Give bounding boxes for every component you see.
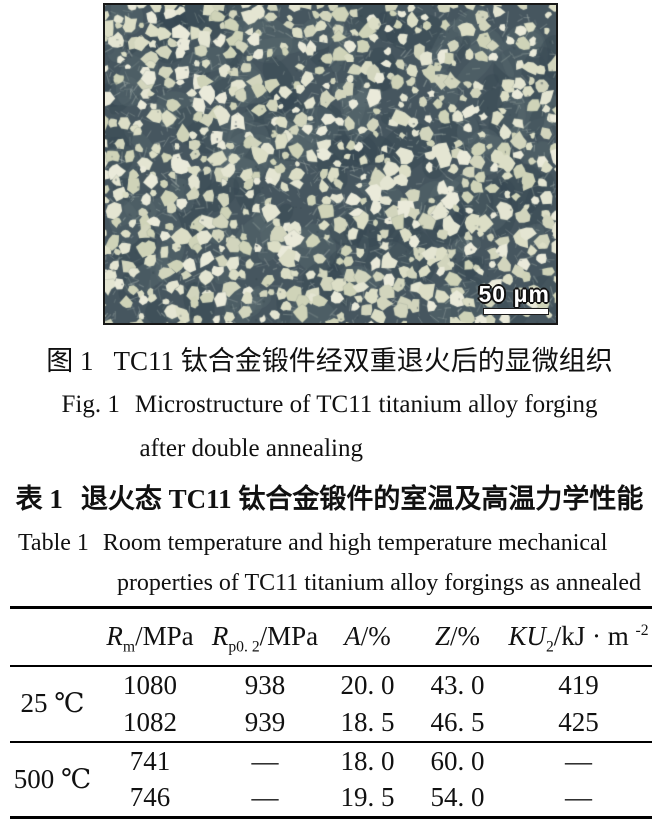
table-title-en-label: Table 1 bbox=[17, 530, 89, 556]
figure-caption-en-label: Fig. 1 bbox=[61, 391, 120, 418]
table-cell: 18. 5 bbox=[340, 706, 395, 737]
table-cell: 46. 5 bbox=[430, 706, 485, 737]
figure-caption-en-line2: after double annealing bbox=[139, 435, 363, 462]
table-cell: 939 bbox=[244, 706, 286, 737]
table-cell: — bbox=[565, 782, 592, 813]
table-cell: 425 bbox=[558, 706, 599, 737]
col-header-z: Z/% bbox=[434, 621, 481, 652]
table-title-en-line1: Room temperature and high temperature me… bbox=[102, 530, 608, 556]
micrograph-figure: 50 μm bbox=[103, 3, 558, 325]
figure-caption-zh-label: 图 1 bbox=[46, 346, 94, 376]
condition-cell-500c: 500 ℃ bbox=[13, 763, 92, 794]
col-header-ku2: KU2/kJ · m -2 bbox=[508, 621, 649, 656]
scale-bar bbox=[483, 308, 549, 315]
table-row: 25 ℃ 1080 938 20. 0 43. 0 419 bbox=[10, 666, 652, 719]
table-header: Rm/MPa Rp0. 2/MPa A/% Z/% KU2/kJ · m -2 bbox=[10, 608, 652, 666]
table-cell: — bbox=[565, 745, 592, 776]
scale-bar-label: 50 μm bbox=[478, 281, 550, 307]
table-title-en-line2: properties of TC11 titanium alloy forgin… bbox=[116, 570, 642, 596]
table-cell: 60. 0 bbox=[430, 745, 485, 776]
table-title-zh-label: 表 1 bbox=[15, 484, 63, 514]
col-header-condition bbox=[10, 608, 95, 666]
table-row: 746 — 19. 5 54. 0 — bbox=[10, 780, 652, 818]
table-cell: 419 bbox=[558, 669, 599, 700]
properties-table: Rm/MPa Rp0. 2/MPa A/% Z/% KU2/kJ · m -2 … bbox=[10, 606, 652, 819]
figure-caption-en-line1: Microstructure of TC11 titanium alloy fo… bbox=[134, 391, 598, 418]
figure-caption-zh-text: TC11 钛合金锻件经双重退火后的显微组织 bbox=[113, 346, 613, 376]
micrograph-canvas bbox=[105, 5, 556, 323]
table-cell: — bbox=[251, 782, 279, 813]
table-title-zh: 表 1 退火态 TC11 钛合金锻件的室温及高温力学性能 bbox=[0, 482, 659, 516]
table-cell: 18. 0 bbox=[340, 745, 395, 776]
group-500c: 500 ℃ 741 — 18. 0 60. 0 — 746 — 19. 5 54… bbox=[10, 742, 652, 818]
figure-caption-zh: 图 1 TC11 钛合金锻件经双重退火后的显微组织 bbox=[0, 344, 659, 378]
col-header-rm: Rm/MPa bbox=[106, 621, 194, 656]
table-cell: 938 bbox=[244, 669, 286, 700]
table-cell: 746 bbox=[129, 782, 171, 813]
table-title-zh-text: 退火态 TC11 钛合金锻件的室温及高温力学性能 bbox=[80, 484, 644, 514]
table-cell: 741 bbox=[129, 745, 171, 776]
table-cell: 1080 bbox=[123, 669, 177, 700]
col-header-a: A/% bbox=[344, 621, 391, 652]
table-cell: — bbox=[251, 745, 279, 776]
table-cell: 54. 0 bbox=[430, 782, 485, 813]
figure-caption-en: Fig. 1 Microstructure of TC11 titanium al… bbox=[0, 390, 659, 464]
table-row: 1082 939 18. 5 46. 5 425 bbox=[10, 704, 652, 742]
table-row: 500 ℃ 741 — 18. 0 60. 0 — bbox=[10, 742, 652, 794]
condition-cell-25c: 25 ℃ bbox=[20, 688, 85, 718]
col-header-rp02: Rp0. 2/MPa bbox=[211, 621, 319, 656]
table-title-en: Table 1 Room temperature and high tempera… bbox=[0, 529, 659, 598]
table-cell: 1082 bbox=[123, 706, 177, 737]
table-cell: 43. 0 bbox=[430, 669, 485, 700]
table-cell: 20. 0 bbox=[340, 669, 395, 700]
table-cell: 19. 5 bbox=[340, 782, 395, 813]
group-25c: 25 ℃ 1080 938 20. 0 43. 0 419 1082 939 1… bbox=[10, 666, 652, 742]
